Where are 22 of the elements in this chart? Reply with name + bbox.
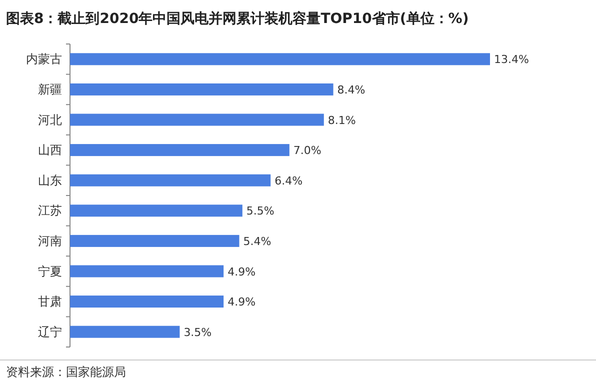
data-label: 4.9% bbox=[228, 265, 256, 278]
data-label: 8.4% bbox=[337, 83, 366, 96]
data-label: 5.5% bbox=[246, 204, 274, 218]
category-label: 江苏 bbox=[38, 204, 62, 218]
category-label: 山西 bbox=[38, 143, 62, 158]
data-label: 8.1% bbox=[328, 114, 356, 127]
title: 图表8：截止到2020年中国风电并网累计装机容量TOP10省市(单位：%) bbox=[6, 11, 469, 27]
data-label: 6.4% bbox=[274, 174, 303, 188]
category-label: 内蒙古 bbox=[26, 52, 62, 66]
category-label: 辽宁 bbox=[38, 324, 62, 339]
category-label: 河北 bbox=[38, 112, 62, 127]
annotation: 资料来源：国家能源局 bbox=[6, 365, 126, 379]
data-label: 4.9% bbox=[228, 296, 256, 309]
category-label: 宁夏 bbox=[38, 264, 62, 278]
category-label: 山东 bbox=[38, 173, 62, 188]
data-label: 13.4% bbox=[494, 53, 529, 66]
category-label: 河南 bbox=[38, 234, 62, 248]
category-label: 甘肃 bbox=[38, 294, 62, 309]
data-label: 7.0% bbox=[293, 144, 322, 158]
data-label: 3.5% bbox=[184, 326, 212, 339]
category-label: 新疆 bbox=[38, 82, 62, 96]
data-label: 5.4% bbox=[243, 234, 272, 248]
